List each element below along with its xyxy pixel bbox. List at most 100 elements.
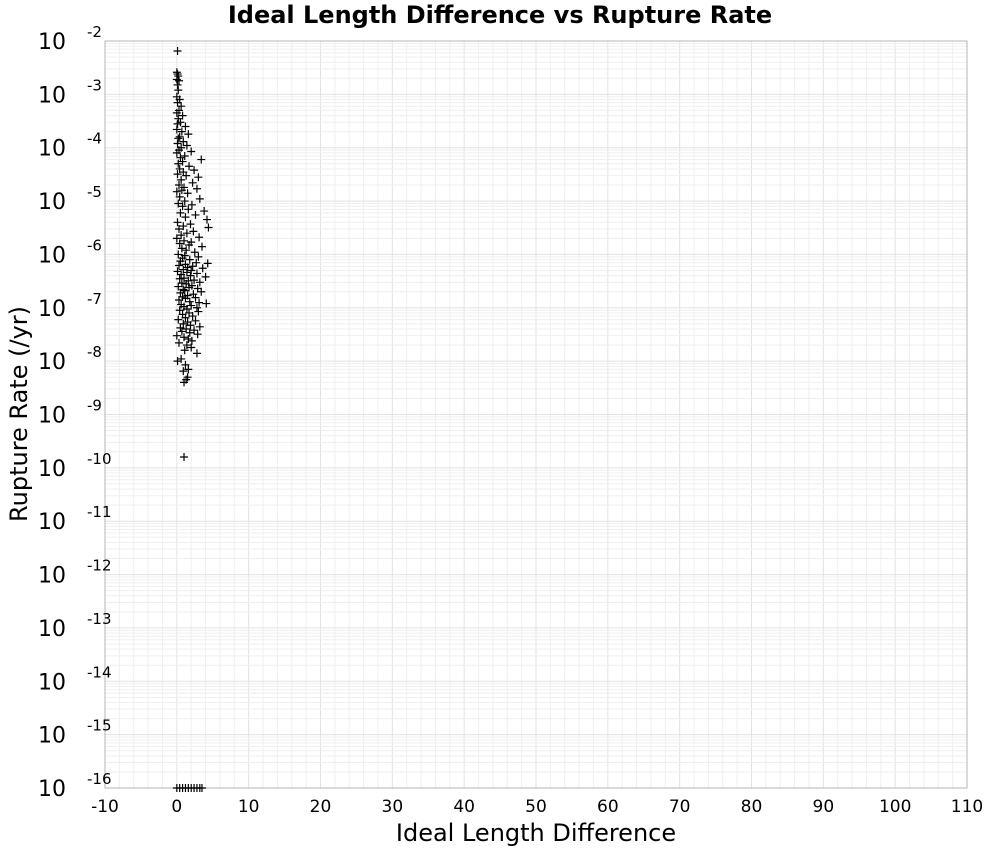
data-point xyxy=(189,227,198,236)
x-tick-label: 10 xyxy=(238,797,260,817)
y-tick-exponent: -6 xyxy=(87,236,102,254)
y-tick-label: 10 xyxy=(38,30,66,55)
data-point xyxy=(180,452,189,461)
x-tick-label: 50 xyxy=(525,797,547,817)
data-point xyxy=(192,303,201,312)
chart-title: Ideal Length Difference vs Rupture Rate xyxy=(228,1,772,29)
y-tick-label: 10 xyxy=(38,243,66,268)
data-point xyxy=(191,316,200,325)
data-point xyxy=(182,171,191,180)
data-point xyxy=(202,299,211,308)
y-tick-exponent: -5 xyxy=(87,183,102,201)
data-point xyxy=(188,312,197,321)
y-tick-exponent: -4 xyxy=(87,130,102,148)
y-tick-exponent: -2 xyxy=(87,23,102,41)
data-point xyxy=(174,282,183,291)
data-point xyxy=(188,178,197,187)
data-point xyxy=(174,315,183,324)
data-point xyxy=(194,173,203,182)
data-point xyxy=(187,301,196,310)
data-point xyxy=(174,134,183,143)
data-point xyxy=(173,357,182,366)
data-point xyxy=(175,274,184,283)
data-point xyxy=(187,266,196,275)
x-tick-label: 0 xyxy=(171,797,182,817)
y-tick-label: 10 xyxy=(38,404,66,429)
x-axis-label: Ideal Length Difference xyxy=(396,819,676,847)
data-point xyxy=(184,365,193,374)
data-point xyxy=(176,323,185,332)
y-tick-label: 10 xyxy=(38,777,66,802)
y-tick-label: 10 xyxy=(38,137,66,162)
data-point xyxy=(179,137,188,146)
data-point xyxy=(195,298,204,307)
data-point xyxy=(174,224,183,233)
y-tick-exponent: -14 xyxy=(87,663,112,681)
data-point xyxy=(173,80,182,89)
data-point xyxy=(174,86,183,95)
data-point xyxy=(173,46,182,55)
data-point xyxy=(180,378,189,387)
data-point xyxy=(175,306,184,315)
data-point xyxy=(172,331,181,340)
x-tick-label: 80 xyxy=(741,797,763,817)
y-tick-label: 10 xyxy=(38,564,66,589)
y-tick-exponent: -9 xyxy=(87,397,102,415)
data-point xyxy=(194,252,203,261)
data-point xyxy=(185,255,194,264)
y-tick-label: 10 xyxy=(38,617,66,642)
data-point xyxy=(190,248,199,257)
y-tick-label: 10 xyxy=(38,510,66,535)
data-point xyxy=(180,197,189,206)
data-point xyxy=(174,72,183,81)
data-point xyxy=(177,327,186,336)
data-point xyxy=(178,111,187,120)
data-point xyxy=(192,269,201,278)
y-tick-label: 10 xyxy=(38,190,66,215)
data-point xyxy=(177,279,186,288)
data-point xyxy=(173,139,182,148)
data-point xyxy=(180,236,189,245)
data-point xyxy=(174,338,183,347)
data-point xyxy=(174,181,183,190)
data-point xyxy=(180,286,189,295)
data-point xyxy=(177,186,186,195)
data-point xyxy=(190,276,199,285)
data-point xyxy=(203,259,212,268)
data-point xyxy=(184,205,193,214)
y-tick-label: 10 xyxy=(38,83,66,108)
data-point xyxy=(174,159,183,168)
data-point xyxy=(172,125,181,134)
data-point xyxy=(187,200,196,209)
data-point xyxy=(172,187,181,196)
data-point xyxy=(192,349,201,358)
x-tick-label: 60 xyxy=(597,797,619,817)
data-point xyxy=(181,313,190,322)
data-point xyxy=(179,367,188,376)
y-tick-exponent: -15 xyxy=(87,717,112,735)
data-point xyxy=(200,207,209,216)
data-point xyxy=(177,244,186,253)
data-point xyxy=(198,264,207,273)
data-points xyxy=(172,46,213,792)
data-point xyxy=(191,210,200,219)
data-point xyxy=(184,130,193,139)
x-tick-label: 30 xyxy=(382,797,404,817)
y-tick-exponent: -3 xyxy=(87,76,102,94)
y-axis-ticks: 10 -2 10 -3 10 -4 10 -5 10 -6 10 -7 10 -8 10 -9 10 -10 10 -… xyxy=(38,23,112,802)
data-point xyxy=(177,231,186,240)
data-point xyxy=(180,274,189,283)
data-point xyxy=(181,122,190,131)
data-point xyxy=(185,283,194,292)
data-point xyxy=(177,127,186,136)
x-tick-label: 40 xyxy=(453,797,475,817)
data-point xyxy=(173,218,182,227)
data-point xyxy=(178,157,187,166)
data-point xyxy=(172,148,181,157)
data-point xyxy=(175,239,184,248)
data-point xyxy=(180,151,189,160)
data-point xyxy=(181,360,190,369)
data-point xyxy=(204,223,213,232)
data-point xyxy=(182,229,191,238)
data-point xyxy=(195,322,204,331)
